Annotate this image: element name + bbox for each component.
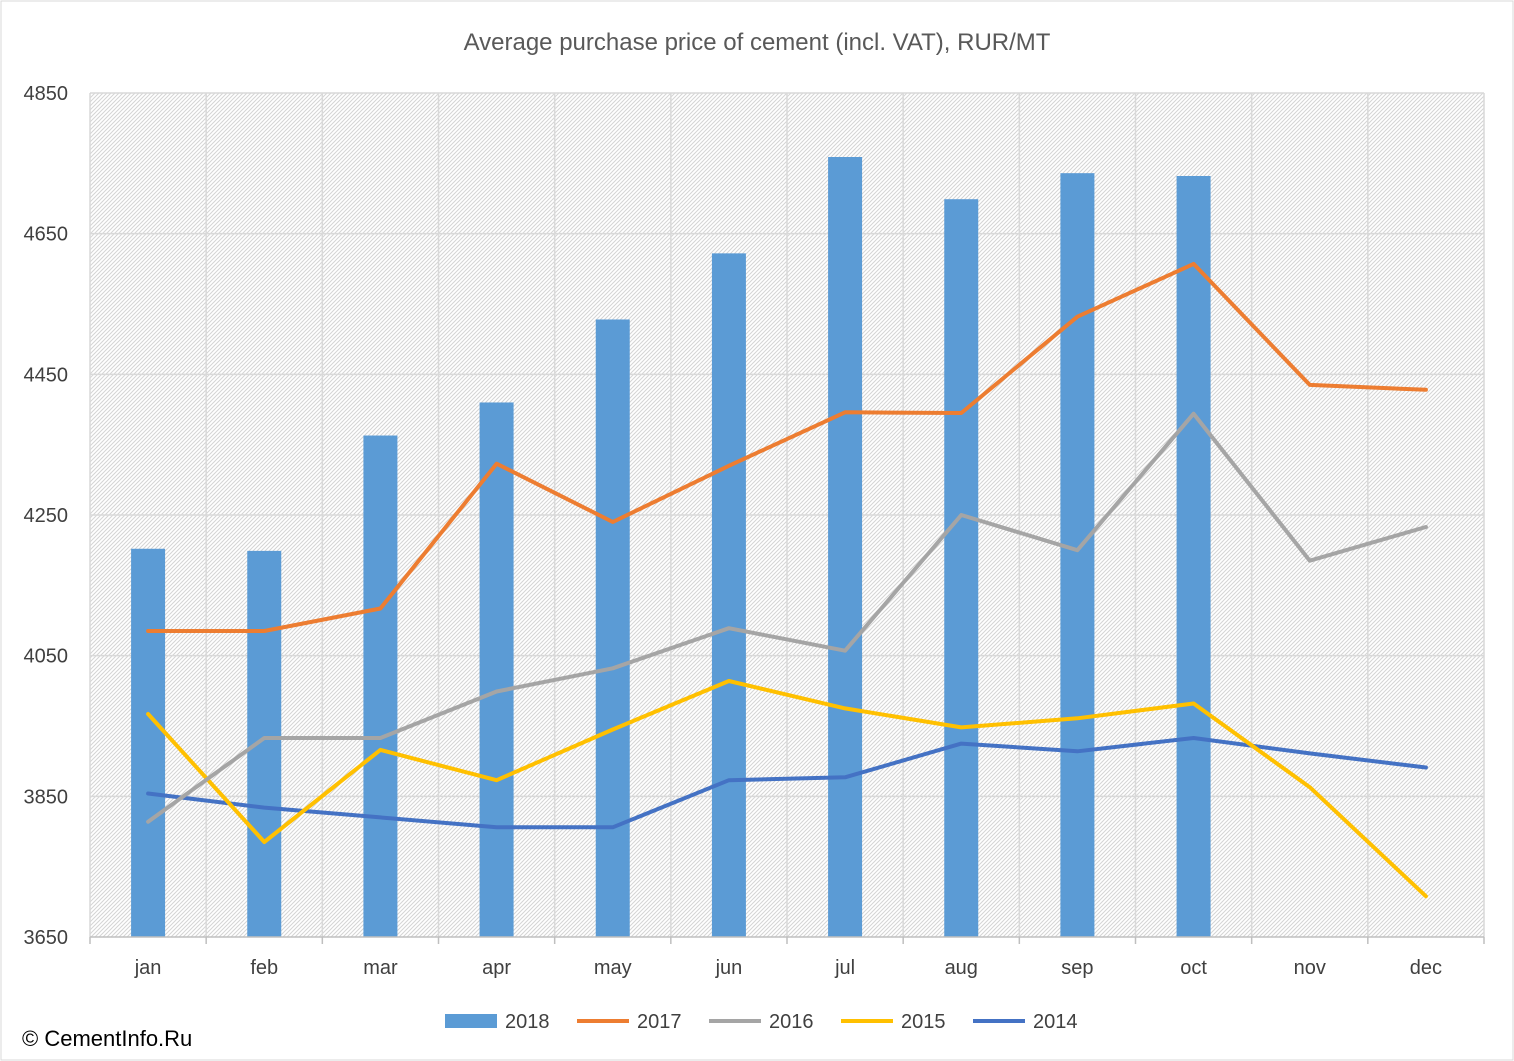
y-tick-label: 3850 xyxy=(24,786,69,808)
x-tick-label: mar xyxy=(363,957,398,979)
legend-label-2015: 2015 xyxy=(901,1011,946,1033)
line-series-2014 xyxy=(146,736,1428,830)
legend-label-2018: 2018 xyxy=(505,1011,550,1033)
legend-swatch-2018 xyxy=(445,1014,497,1028)
x-tick-label: aug xyxy=(945,957,978,979)
x-tick-label: jun xyxy=(715,957,743,979)
bar-2018-mar xyxy=(363,435,398,937)
bar-2018-feb xyxy=(247,550,282,937)
x-tick-label: dec xyxy=(1410,957,1442,979)
y-tick-label: 4450 xyxy=(24,364,69,386)
legend: 2018 2017 2016 2015 2014 xyxy=(445,1011,1078,1033)
copyright-text: © CementInfo.Ru xyxy=(22,1026,193,1051)
legend-label-2014: 2014 xyxy=(1033,1011,1078,1033)
bar-2018-jun xyxy=(711,253,746,938)
x-tick-label: feb xyxy=(250,957,278,979)
bar-2018-jul xyxy=(828,157,863,938)
x-tick-label: apr xyxy=(482,957,511,979)
x-tick-label: sep xyxy=(1061,957,1093,979)
bar-2018-apr xyxy=(479,402,514,937)
bar-2018-jan xyxy=(131,548,166,937)
line-series xyxy=(146,261,1428,899)
y-tick-label: 3650 xyxy=(24,927,69,949)
x-tick-label: may xyxy=(594,957,632,979)
x-tick-label: jul xyxy=(834,957,855,979)
x-tick-label: jan xyxy=(134,957,162,979)
line-series-2015 xyxy=(146,679,1428,899)
legend-label-2017: 2017 xyxy=(637,1011,682,1033)
bar-2018-sep xyxy=(1060,173,1095,937)
bar-2018-aug xyxy=(944,199,979,937)
line-series-2016 xyxy=(146,411,1428,824)
legend-label-2016: 2016 xyxy=(769,1011,814,1033)
chart-title: Average purchase price of cement (incl. … xyxy=(464,29,1051,56)
axes: 3650 3850 4050 4250 4450 4650 4850 jan feb mar apr… xyxy=(24,83,1485,979)
line-series-2017 xyxy=(146,261,1428,633)
bar-series xyxy=(131,157,1211,938)
gridlines xyxy=(89,92,1485,937)
x-tick-label: oct xyxy=(1180,957,1207,979)
y-tick-label: 4050 xyxy=(24,646,69,668)
x-tick-label: nov xyxy=(1294,957,1326,979)
y-tick-label: 4850 xyxy=(24,83,69,105)
bar-2018-oct xyxy=(1176,175,1211,937)
y-tick-label: 4650 xyxy=(24,224,69,246)
y-tick-label: 4250 xyxy=(24,505,69,527)
bar-2018-may xyxy=(595,319,630,937)
